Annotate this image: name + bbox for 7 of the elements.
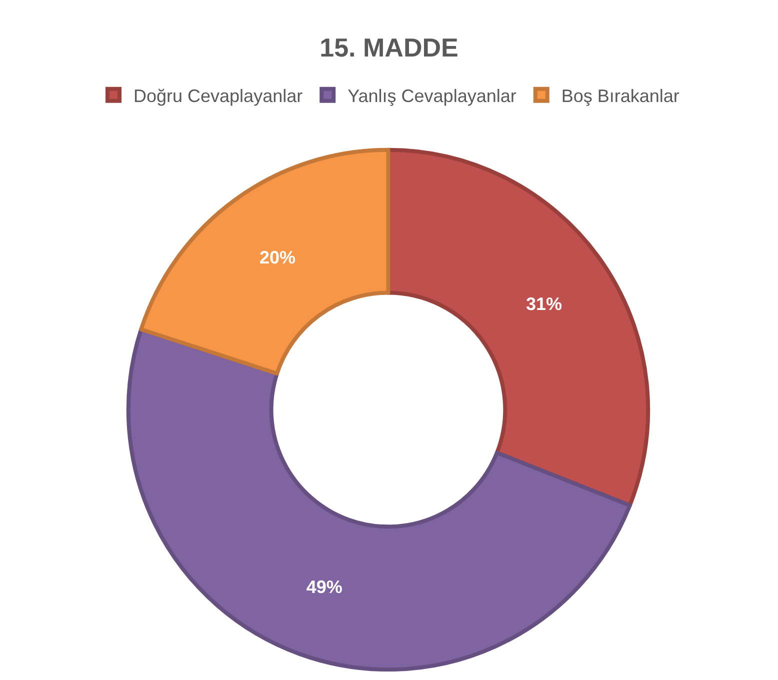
legend-label: Boş Bırakanlar	[561, 86, 680, 106]
chart-title: 15. MADDE	[320, 32, 458, 63]
data-label: 31%	[526, 294, 562, 314]
legend-label: Doğru Cevaplayanlar	[134, 86, 303, 106]
data-label: 20%	[259, 247, 296, 268]
legend-label: Yanlış Cevaplayanlar	[348, 86, 516, 106]
data-label: 49%	[306, 576, 342, 597]
